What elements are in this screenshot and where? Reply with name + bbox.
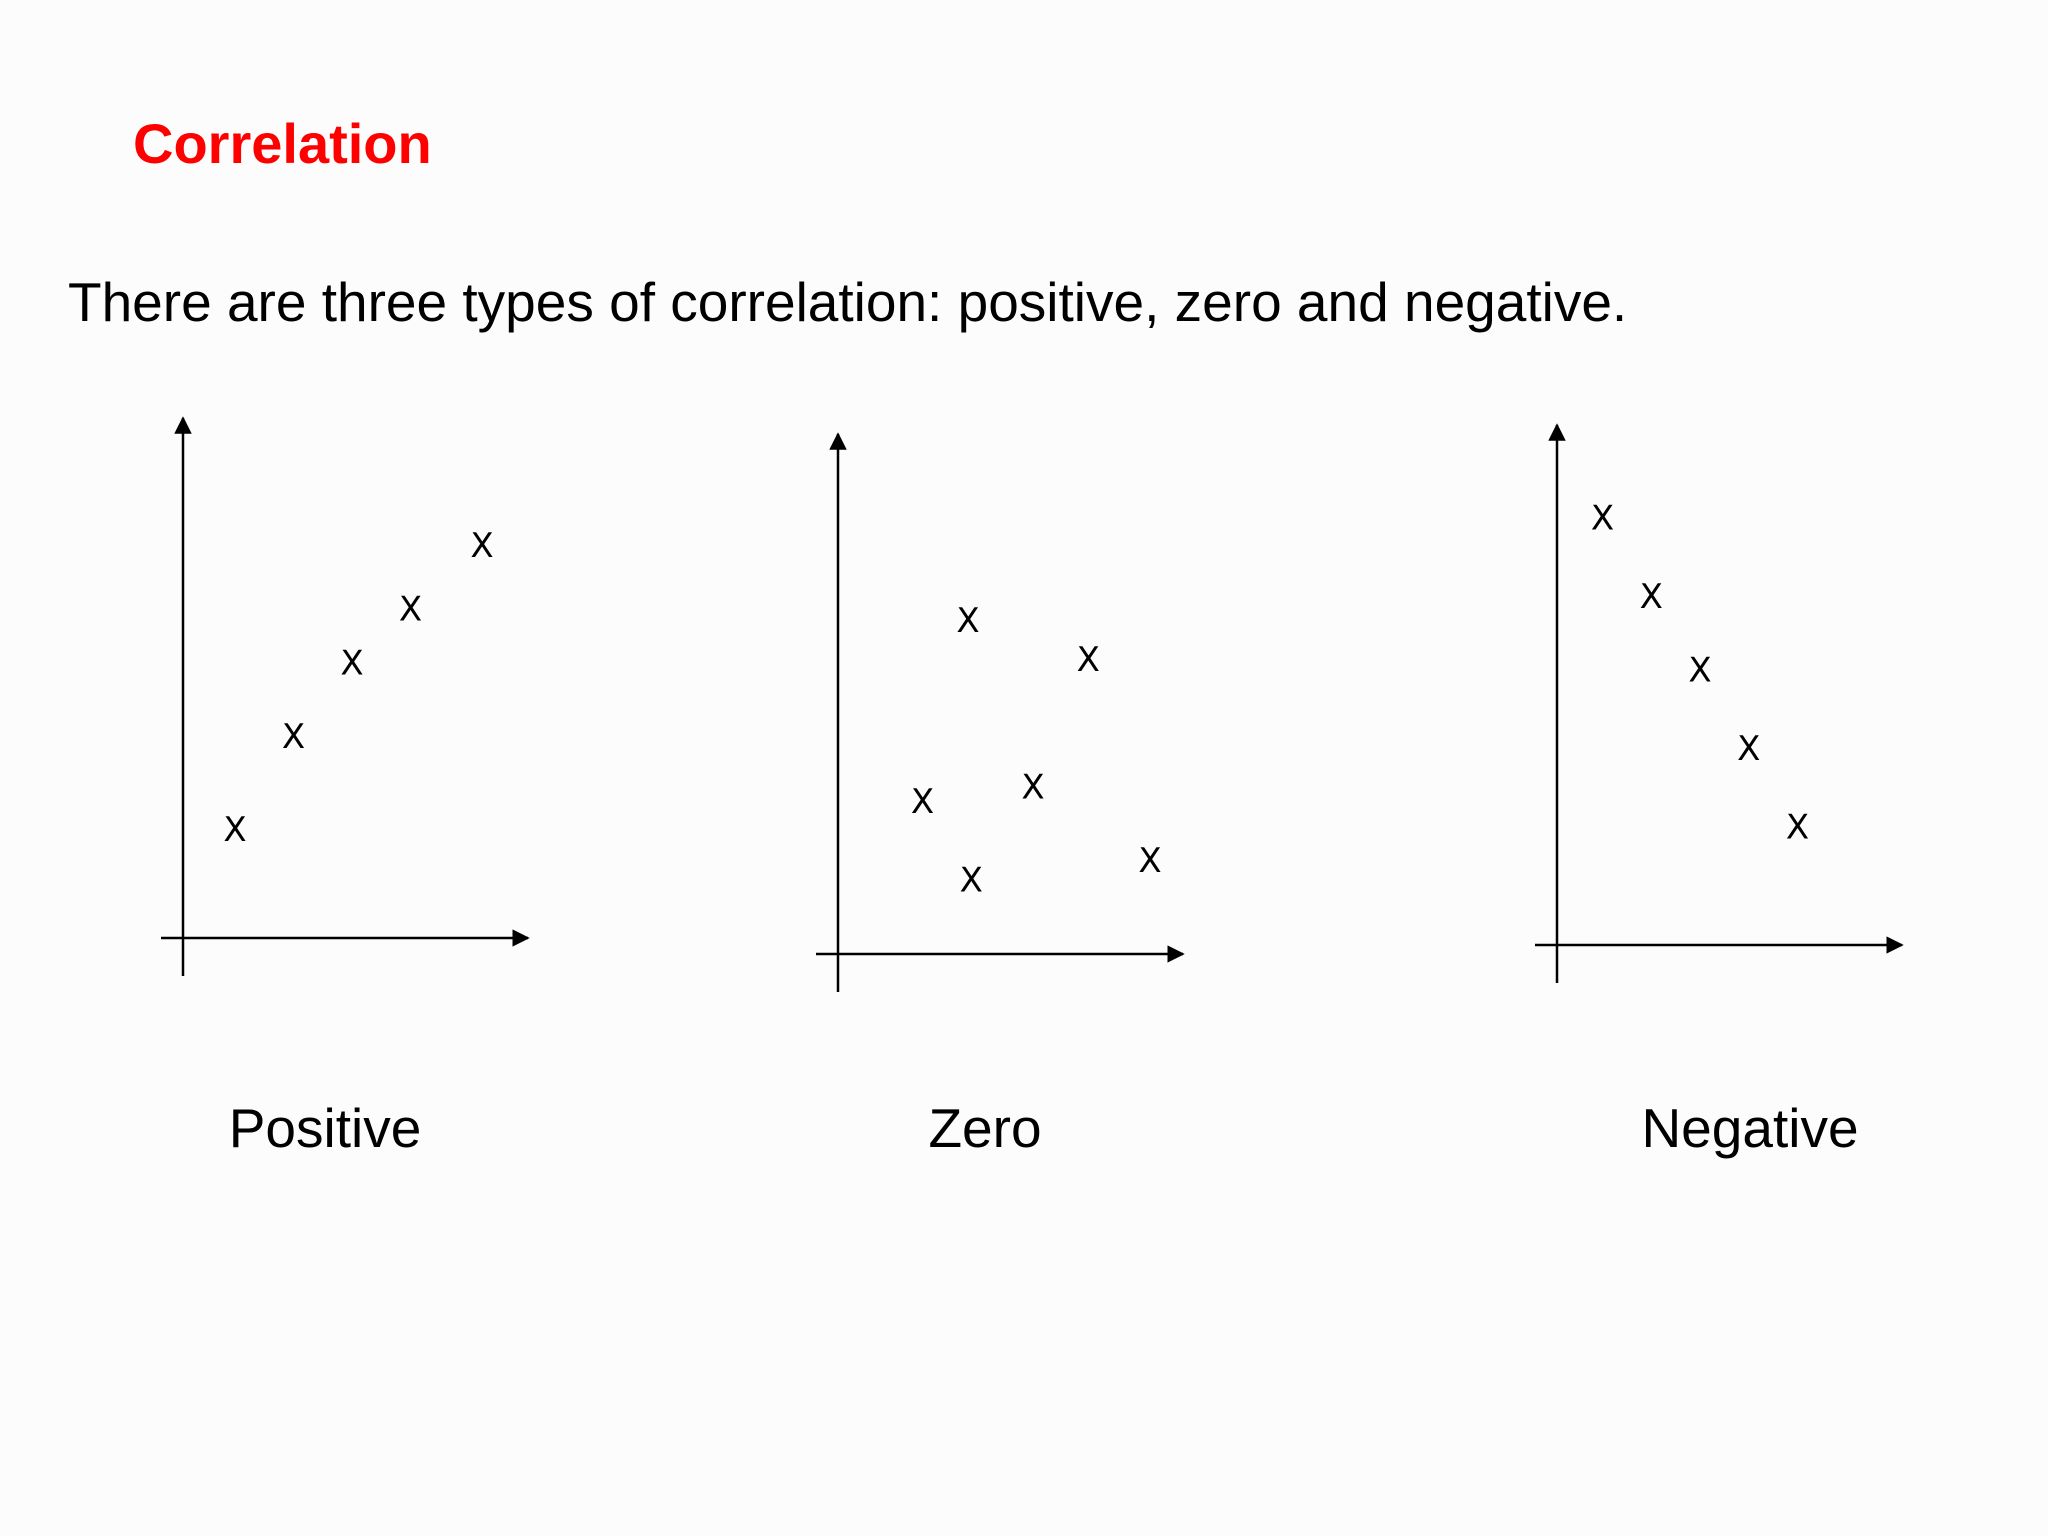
zero-data-point: X: [960, 861, 983, 901]
zero-data-point: X: [956, 601, 979, 641]
positive-data-point: X: [470, 526, 493, 566]
page-subtitle: There are three types of correlation: po…: [68, 271, 1628, 333]
negative-data-point: X: [1688, 651, 1711, 691]
negative-data-point: X: [1786, 807, 1809, 847]
zero-data-point: X: [1021, 767, 1044, 807]
zero-chart-caption: Zero: [928, 1097, 1042, 1159]
positive-chart-caption: Positive: [228, 1097, 422, 1159]
negative-data-point: X: [1640, 577, 1663, 617]
page-title: Correlation: [133, 112, 432, 175]
negative-data-point: X: [1591, 499, 1614, 539]
positive-data-point: X: [223, 810, 246, 850]
positive-data-point: X: [282, 717, 305, 757]
zero-data-point: X: [1077, 640, 1100, 680]
positive-data-point: X: [399, 590, 422, 630]
negative-chart-caption: Negative: [1641, 1097, 1859, 1159]
positive-data-point: X: [340, 644, 363, 684]
zero-data-point: X: [1138, 841, 1161, 881]
zero-data-point: X: [911, 782, 934, 822]
negative-data-point: X: [1737, 729, 1760, 769]
